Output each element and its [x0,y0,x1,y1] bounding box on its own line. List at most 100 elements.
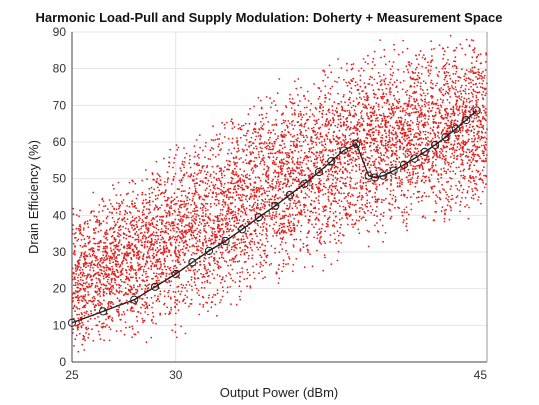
scatter-point [200,169,203,172]
scatter-point [275,180,278,183]
scatter-point [343,109,345,112]
scatter-point [447,71,450,74]
scatter-point [129,285,132,288]
scatter-point [167,295,170,298]
scatter-point [427,61,429,64]
scatter-point [358,168,361,171]
scatter-point [462,174,465,177]
scatter-point [401,178,403,181]
scatter-point [403,121,406,124]
scatter-point [469,123,471,126]
scatter-point [411,138,414,141]
scatter-point [112,261,115,264]
scatter-point [412,128,414,131]
scatter-point [418,54,420,56]
scatter-point [474,193,477,196]
scatter-point [195,219,197,222]
scatter-point [454,56,457,59]
scatter-point [248,122,251,125]
scatter-point [74,310,76,313]
scatter-point [381,134,384,137]
scatter-point [275,271,278,274]
scatter-point [290,220,293,223]
scatter-point [270,131,272,134]
scatter-point [213,220,216,222]
scatter-point [260,202,263,205]
scatter-point [266,190,268,193]
scatter-point [216,274,219,276]
scatter-point [260,187,263,190]
scatter-point [360,115,363,117]
scatter-point [207,209,209,211]
scatter-point [485,183,487,186]
scatter-point [454,49,456,52]
scatter-point [251,195,254,197]
scatter-point [350,92,353,94]
scatter-point [210,226,212,229]
scatter-point [483,117,485,120]
scatter-point [230,180,233,182]
scatter-point [380,201,383,204]
scatter-point [157,238,160,241]
scatter-point [358,192,361,194]
scatter-point [240,290,243,293]
scatter-point [328,111,331,114]
scatter-point [348,114,350,117]
scatter-point [216,236,219,239]
scatter-point [104,326,107,328]
scatter-point [161,268,164,271]
scatter-point [102,275,105,278]
scatter-point [285,134,287,137]
scatter-point [216,218,219,221]
scatter-point [223,217,226,220]
scatter-point [373,214,376,217]
scatter-point [206,221,209,224]
scatter-point [452,105,455,108]
scatter-point [222,206,225,208]
scatter-point [144,217,147,219]
scatter-point [393,43,395,46]
scatter-point [277,197,280,200]
scatter-point [249,240,252,242]
scatter-point [180,290,183,293]
scatter-point [284,146,286,149]
scatter-point [115,330,118,332]
scatter-point [346,217,349,220]
scatter-point [129,291,132,294]
scatter-point [482,116,484,118]
scatter-point [447,92,450,95]
scatter-point [83,222,86,225]
scatter-point [193,236,196,239]
scatter-point [337,123,340,126]
scatter-point [409,183,412,186]
scatter-point [146,215,149,218]
scatter-point [365,142,368,144]
scatter-point [278,227,281,230]
scatter-point [79,287,82,290]
scatter-point [191,245,194,248]
scatter-point [345,216,348,219]
scatter-point [122,259,125,262]
scatter-point [308,182,311,184]
scatter-point [340,176,342,179]
scatter-point [203,238,206,241]
scatter-point [135,207,138,210]
scatter-point [196,240,199,243]
scatter-point [247,218,250,221]
scatter-point [303,152,306,154]
scatter-point [259,207,262,209]
scatter-point [369,111,372,114]
scatter-point [223,174,226,177]
scatter-point [471,56,474,59]
scatter-point [234,242,236,244]
scatter-point [269,148,272,151]
scatter-point [322,109,324,112]
scatter-point [85,266,87,268]
scatter-point [297,221,300,224]
scatter-point [445,170,448,173]
scatter-point [380,83,383,86]
scatter-point [384,129,386,132]
scatter-point [85,312,87,315]
scatter-point [268,142,271,145]
scatter-point [417,126,420,128]
